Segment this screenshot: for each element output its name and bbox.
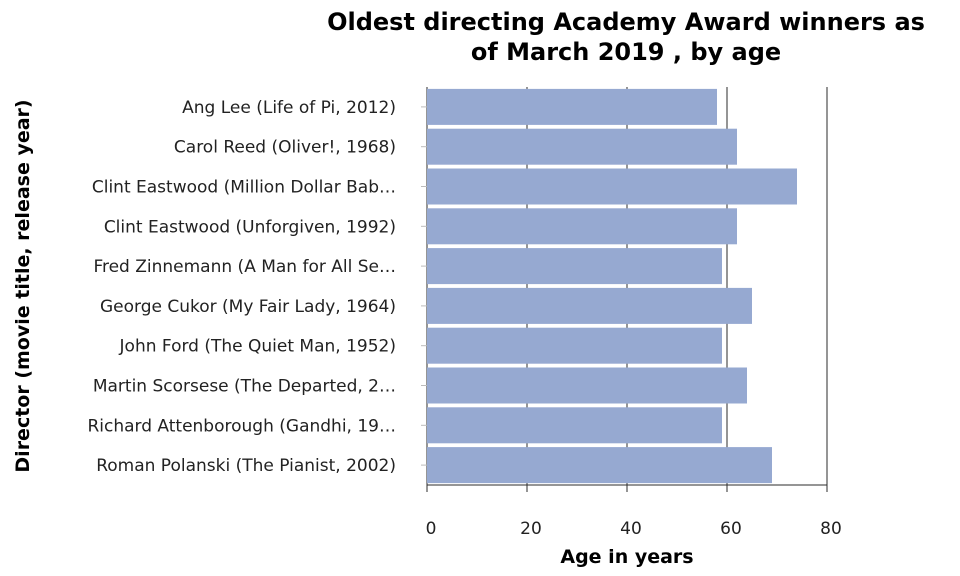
bar-7: [427, 367, 747, 404]
x-tick-label-1: 20: [520, 519, 542, 539]
chart-title-line-2: of March 2019 , by age: [471, 38, 781, 66]
bar-0: [427, 88, 717, 125]
x-tick-label-2: 40: [620, 519, 642, 539]
bar-3: [427, 208, 737, 245]
y-tick-label-7: Martin Scorsese (The Departed, 2…: [93, 377, 396, 397]
x-axis-title: Age in years: [560, 546, 693, 568]
bar-2: [427, 168, 797, 205]
bar-9: [427, 447, 772, 484]
bar-8: [427, 407, 722, 444]
bar-4: [427, 248, 722, 285]
y-tick-label-9: Roman Polanski (The Pianist, 2002): [96, 456, 396, 476]
y-tick-label-6: John Ford (The Quiet Man, 1952): [119, 337, 396, 357]
bar-1: [427, 128, 737, 165]
x-tick-label-3: 60: [720, 519, 742, 539]
y-tick-label-0: Ang Lee (Life of Pi, 2012): [182, 98, 396, 118]
plot-area: Ang Lee (Life of Pi, 2012) Carol Reed (Ol…: [87, 87, 842, 539]
chart-title-line-1: Oldest directing Academy Award winners a…: [327, 8, 925, 36]
x-tick-label-4: 80: [820, 519, 842, 539]
x-tick-label-0: 0: [426, 519, 437, 539]
y-tick-label-4: Fred Zinnemann (A Man for All Se…: [93, 257, 396, 277]
y-tick-label-5: George Cukor (My Fair Lady, 1964): [100, 297, 396, 317]
y-tick-label-1: Carol Reed (Oliver!, 1968): [174, 138, 396, 158]
y-tick-label-8: Richard Attenborough (Gandhi, 19…: [87, 416, 396, 436]
bar-6: [427, 327, 722, 364]
y-axis-title: Director (movie title, release year): [12, 99, 34, 472]
y-tick-label-2: Clint Eastwood (Million Dollar Bab…: [92, 178, 396, 198]
bar-5: [427, 287, 752, 324]
y-tick-label-3: Clint Eastwood (Unforgiven, 1992): [104, 217, 396, 237]
